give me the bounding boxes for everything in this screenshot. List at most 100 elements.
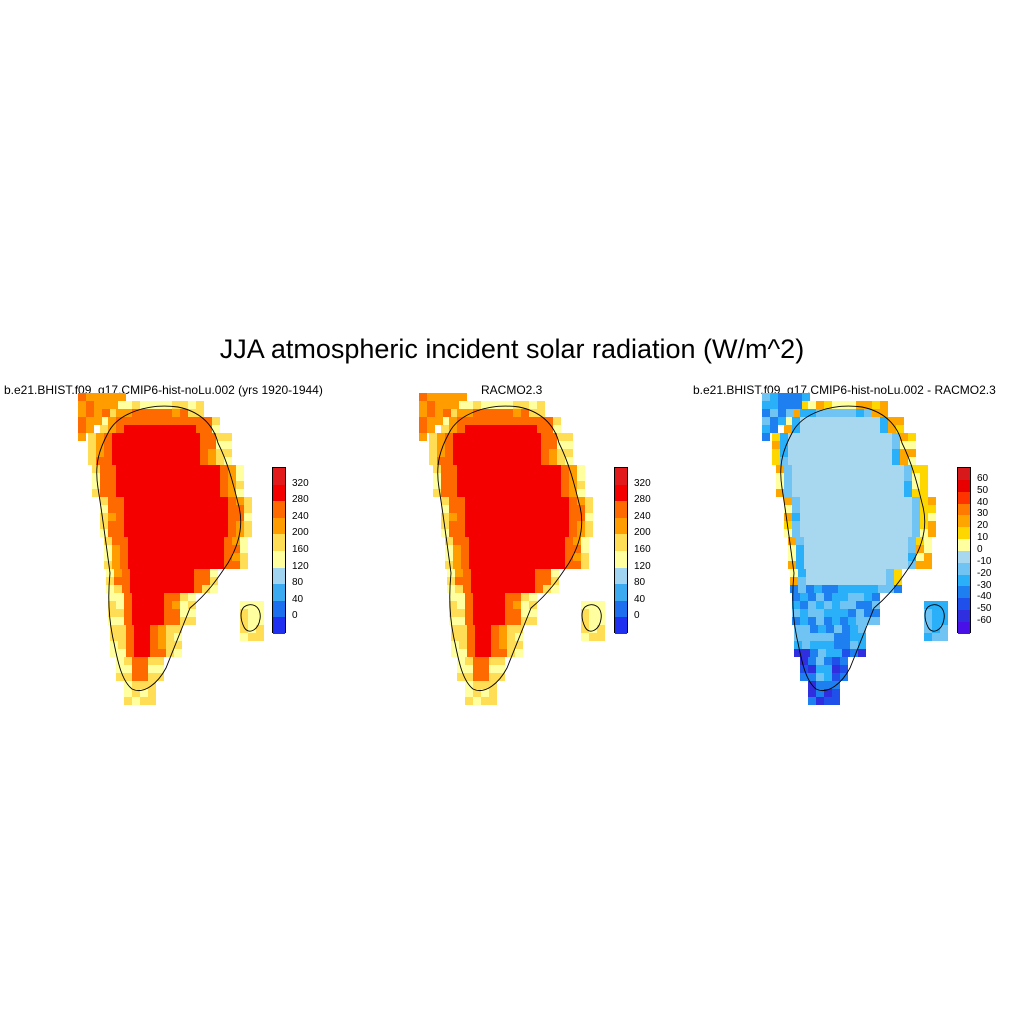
grid-cell (463, 577, 471, 585)
grid-cell (816, 513, 824, 521)
grid-cell (489, 689, 497, 697)
grid-cell (228, 473, 236, 481)
colorbar-tick-label: 160 (634, 544, 651, 555)
grid-cell (525, 545, 533, 553)
grid-cell (537, 529, 545, 537)
grid-cell (188, 505, 196, 513)
grid-cell (216, 449, 224, 457)
grid-cell (168, 553, 176, 561)
grid-cell (140, 609, 148, 617)
grid-cell (445, 537, 453, 545)
grid-cell (126, 625, 134, 633)
grid-cell (529, 409, 537, 417)
grid-cell (581, 553, 589, 561)
grid-cell (549, 537, 557, 545)
grid-cell (533, 545, 541, 553)
grid-cell (808, 473, 816, 481)
grid-cell (465, 465, 473, 473)
grid-cell (481, 401, 489, 409)
grid-cell (824, 609, 832, 617)
grid-cell (824, 681, 832, 689)
grid-cell (525, 433, 533, 441)
grid-cell (162, 585, 170, 593)
grid-cell (114, 577, 122, 585)
grid-cell (812, 457, 820, 465)
grid-cell (581, 633, 589, 641)
grid-cell (565, 545, 573, 553)
grid-cell (164, 401, 172, 409)
grid-cell (477, 553, 485, 561)
grid-cell (818, 625, 826, 633)
grid-cell (208, 561, 216, 569)
grid-cell (860, 537, 868, 545)
grid-cell (471, 577, 479, 585)
grid-cell (475, 633, 483, 641)
grid-cell (802, 633, 810, 641)
grid-cell (924, 545, 932, 553)
grid-cell (896, 529, 904, 537)
grid-cell (457, 609, 465, 617)
grid-cell (581, 537, 589, 545)
grid-cell (844, 561, 852, 569)
grid-cell (900, 561, 908, 569)
grid-cell (465, 497, 473, 505)
grid-cell (148, 609, 156, 617)
grid-cell (441, 505, 449, 513)
grid-cell (848, 473, 856, 481)
grid-cell (473, 689, 481, 697)
grid-cell (868, 433, 876, 441)
grid-cell (577, 521, 585, 529)
grid-cell (762, 425, 770, 433)
grid-cell (790, 577, 798, 585)
grid-cell (449, 497, 457, 505)
colorbar-tick-label: 80 (292, 577, 304, 589)
grid-cell (164, 473, 172, 481)
grid-cell (505, 505, 513, 513)
grid-cell (501, 441, 509, 449)
grid-cell (164, 489, 172, 497)
grid-cell (441, 417, 449, 425)
grid-cell (810, 649, 818, 657)
colorbar-tick-label: 240 (634, 510, 651, 522)
grid-cell (124, 409, 132, 417)
grid-cell (166, 625, 174, 633)
grid-cell (856, 417, 864, 425)
grid-cell (485, 457, 493, 465)
grid-cell (112, 441, 120, 449)
grid-cell (220, 473, 228, 481)
grid-cell (792, 425, 800, 433)
grid-cell (497, 489, 505, 497)
grid-cell (932, 609, 940, 617)
grid-cell (465, 617, 473, 625)
grid-cell (188, 601, 196, 609)
grid-cell (497, 593, 505, 601)
grid-cell (457, 513, 465, 521)
grid-cell (824, 401, 832, 409)
grid-cell (228, 489, 236, 497)
grid-cell (880, 473, 888, 481)
grid-cell (144, 537, 152, 545)
grid-cell (441, 425, 449, 433)
grid-cell (577, 465, 585, 473)
grid-cell (892, 545, 900, 553)
grid-cell (162, 569, 170, 577)
grid-cell (473, 529, 481, 537)
grid-cell (174, 625, 182, 633)
grid-cell (776, 481, 784, 489)
grid-cell (224, 561, 232, 569)
grid-cell (427, 417, 435, 425)
grid-cell (816, 593, 824, 601)
grid-cell (126, 633, 134, 641)
colorbar-tick-label: 120 (292, 560, 309, 572)
colorbar-swatch (958, 491, 970, 504)
grid-cell (804, 457, 812, 465)
grid-cell (916, 545, 924, 553)
colorbar-tick-label: -20 (977, 567, 992, 579)
coastline (437, 405, 583, 691)
grid-cell (597, 601, 605, 609)
grid-cell (483, 641, 491, 649)
grid-cell (134, 633, 142, 641)
grid-cell (499, 641, 507, 649)
grid-cell (192, 545, 200, 553)
grid-cell (505, 529, 513, 537)
